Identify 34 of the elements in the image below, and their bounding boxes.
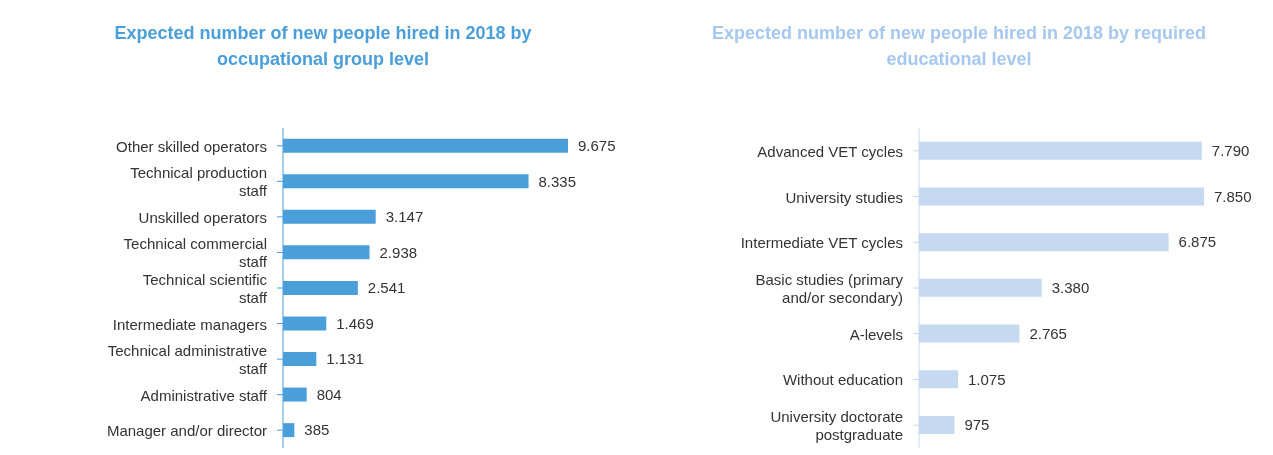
y-tick-label: Technical administrative staff <box>107 341 268 377</box>
y-tick-label: University studies <box>785 188 903 206</box>
y-tick-label: University doctorate postgraduate <box>770 407 903 443</box>
y-tick-label: Other skilled operators <box>116 137 267 155</box>
chart-title: Expected number of new people hired in 2018 by required educational level <box>710 22 1208 71</box>
data-label: 6.875 <box>1178 233 1217 251</box>
data-label: 1.131 <box>326 350 364 368</box>
data-label: 2.938 <box>379 243 418 261</box>
y-tick-label: Advanced VET cycles <box>757 142 903 160</box>
y-tick-label: Unskilled operators <box>138 208 267 226</box>
y-tick-label: Manager and/or director <box>106 421 267 439</box>
y-tick-label: Intermediate VET cycles <box>740 233 903 251</box>
data-label: 804 <box>316 385 342 403</box>
y-tick-label: Technical commercial staff <box>123 234 268 270</box>
y-tick-label: Technical production staff <box>130 163 268 199</box>
data-label: 8.335 <box>538 172 577 190</box>
y-tick-label: Basic studies (primary and/or secondary) <box>755 270 904 306</box>
data-label: 7.850 <box>1214 187 1252 205</box>
data-label: 3.380 <box>1051 279 1090 297</box>
data-label: 385 <box>304 421 330 439</box>
data-label: 7.790 <box>1211 142 1250 160</box>
data-label: 2.541 <box>367 279 406 297</box>
data-label: 9.675 <box>578 136 616 154</box>
data-label: 975 <box>964 416 990 434</box>
y-tick-label: Without education <box>782 370 903 388</box>
data-label: 1.469 <box>336 314 374 332</box>
data-label: 3.147 <box>385 208 424 226</box>
y-tick-label: Technical scientific staff <box>142 270 268 306</box>
data-label: 2.765 <box>1029 324 1067 342</box>
chart-title: Expected number of new people hired in 2018 by occupational group level <box>113 22 533 71</box>
y-tick-label: A-levels <box>849 325 903 343</box>
data-label: 1.075 <box>968 370 1006 388</box>
y-tick-label: Administrative staff <box>140 386 268 404</box>
y-tick-label: Intermediate managers <box>112 315 267 333</box>
